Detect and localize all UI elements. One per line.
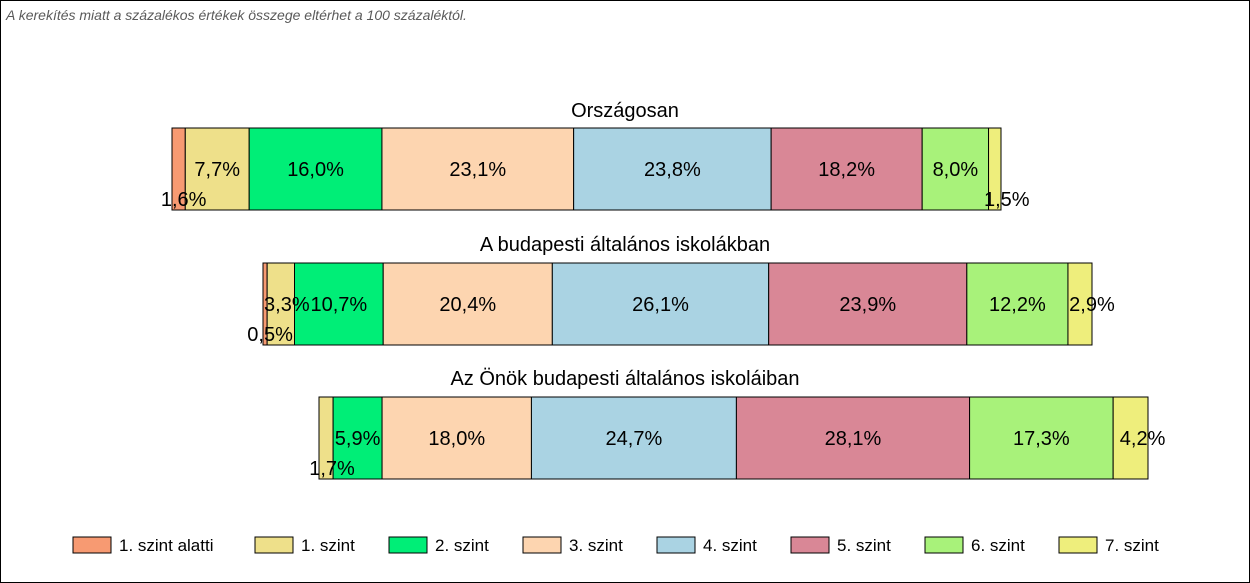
bar-segment-1-8 [988, 127, 1002, 211]
row-title-2: A budapesti általános iskolákban [480, 234, 770, 256]
row-title-1: Országosan [571, 100, 679, 122]
data-label-3-3: 5,9% [335, 428, 381, 450]
bar-segment-3-6 [735, 396, 971, 480]
bar-segment-2-7 [966, 262, 1069, 346]
data-label-3-8: 4,2% [1120, 428, 1166, 450]
data-label-3-6: 28,1% [825, 428, 882, 450]
legend-swatch-3 [388, 536, 428, 554]
bar-segment-2-6 [768, 262, 968, 346]
bar-segment-3-5 [530, 396, 737, 480]
bar-segment-3-4 [381, 396, 532, 480]
bar-segment-1-5 [573, 127, 772, 211]
bar-segment-3-8 [1112, 396, 1149, 480]
data-label-2-3: 10,7% [310, 294, 367, 316]
data-label-3-2: 1,7% [309, 458, 355, 480]
data-label-2-7: 12,2% [989, 294, 1046, 316]
data-label-2-2: 3,3% [264, 294, 310, 316]
legend-swatch-2 [254, 536, 294, 554]
data-label-3-4: 18,0% [428, 428, 485, 450]
legend-label-7: 6. szint [971, 536, 1025, 555]
data-label-1-6: 18,2% [818, 159, 875, 181]
bar-segment-1-7 [921, 127, 990, 211]
legend-label-3: 2. szint [435, 536, 489, 555]
legend-swatch-7 [924, 536, 964, 554]
bar-segment-3-7 [969, 396, 1114, 480]
data-label-2-4: 20,4% [439, 294, 496, 316]
data-label-2-1: 0,5% [247, 324, 293, 346]
bar-segment-1-6 [770, 127, 923, 211]
bar-segment-3-3 [332, 396, 383, 480]
data-label-3-5: 24,7% [606, 428, 663, 450]
data-label-1-8: 1,5% [984, 189, 1030, 211]
legend-swatch-6 [790, 536, 830, 554]
data-label-1-1: 1,6% [161, 189, 207, 211]
legend-label-4: 3. szint [569, 536, 623, 555]
bar-segment-2-4 [382, 262, 553, 346]
bar-segment-2-2 [266, 262, 296, 346]
legend-swatch-4 [522, 536, 562, 554]
data-label-3-7: 17,3% [1013, 428, 1070, 450]
data-label-2-5: 26,1% [632, 294, 689, 316]
rounding-note: A kerekítés miatt a százalékos értékek ö… [6, 7, 467, 23]
data-label-2-8: 2,9% [1069, 294, 1115, 316]
legend-swatch-8 [1058, 536, 1098, 554]
legend-label-1: 1. szint alatti [119, 536, 214, 555]
bar-segment-1-4 [381, 127, 575, 211]
data-label-1-7: 8,0% [933, 159, 979, 181]
data-label-2-6: 23,9% [839, 294, 896, 316]
data-label-1-2: 7,7% [194, 159, 240, 181]
legend-label-2: 1. szint [301, 536, 355, 555]
legend-swatch-1 [72, 536, 112, 554]
row-title-3: Az Önök budapesti általános iskoláiban [450, 368, 799, 390]
legend-label-6: 5. szint [837, 536, 891, 555]
bar-segment-1-3 [248, 127, 383, 211]
legend-label-8: 7. szint [1105, 536, 1159, 555]
data-label-1-5: 23,8% [644, 159, 701, 181]
bar-segment-2-3 [294, 262, 384, 346]
legend-label-5: 4. szint [703, 536, 757, 555]
bar-segment-2-8 [1067, 262, 1093, 346]
data-label-1-3: 16,0% [287, 159, 344, 181]
legend-swatch-5 [656, 536, 696, 554]
data-label-1-4: 23,1% [449, 159, 506, 181]
